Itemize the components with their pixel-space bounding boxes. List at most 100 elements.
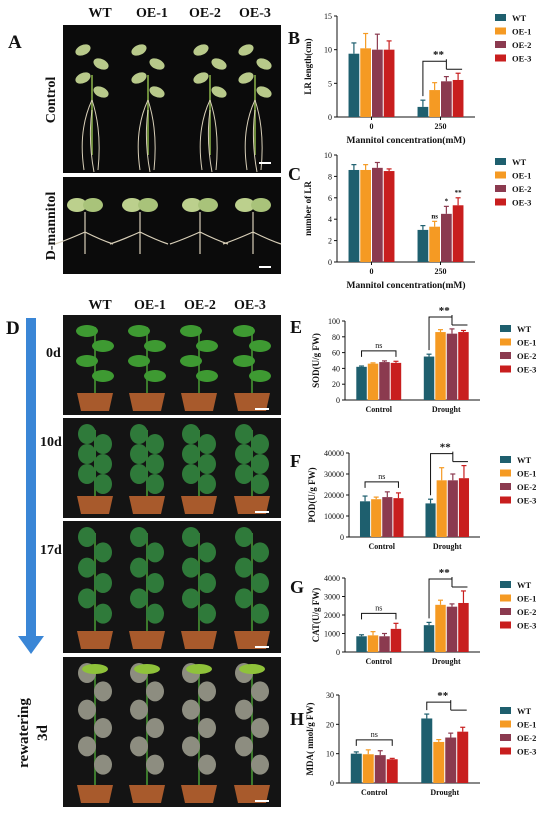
- legend-swatch: [500, 325, 511, 332]
- panel-label-C: C: [288, 164, 301, 184]
- significance-bracket: [430, 453, 453, 496]
- plant-leaf: [130, 557, 148, 578]
- bar: [371, 499, 382, 537]
- plant-leaf: [249, 370, 271, 382]
- leaf: [256, 86, 272, 98]
- y-tick-label: 15: [324, 12, 332, 21]
- plant-leaf: [94, 681, 112, 702]
- bar: [435, 604, 446, 652]
- x-tick-label: Drought: [432, 657, 461, 666]
- legend-swatch: [500, 594, 511, 602]
- bar: [367, 363, 379, 400]
- legend-swatch: [500, 469, 511, 477]
- leaf: [193, 44, 209, 56]
- bar: [417, 229, 429, 262]
- plant-leaf: [146, 474, 164, 494]
- plant-leaf: [198, 434, 216, 454]
- y-axis-label: SOD(U/g FW): [311, 333, 321, 388]
- bar: [421, 718, 433, 783]
- panel-label-B: B: [288, 28, 300, 48]
- flower-pot: [77, 785, 113, 803]
- plant-leaf: [251, 681, 269, 702]
- plant-leaf: [130, 699, 148, 720]
- bar: [386, 759, 398, 783]
- bar: [356, 366, 367, 400]
- chart-H: H 0 10 20 30 MDA( nmol/g FW) Control Drought ns *…: [290, 690, 536, 797]
- bar: [423, 356, 435, 400]
- bar: [458, 602, 469, 652]
- x-tick-label: Drought: [430, 788, 459, 797]
- leaf: [75, 44, 91, 56]
- y-tick-label: 2000: [324, 611, 340, 620]
- plant-leaf: [78, 444, 96, 464]
- legend-label: WT: [517, 324, 532, 334]
- legend-label: OE-2: [517, 733, 536, 743]
- y-tick-label: 0: [340, 533, 344, 542]
- legend-swatch: [500, 483, 511, 490]
- panel-label-E: E: [290, 317, 302, 337]
- rewatering-label: rewatering: [16, 698, 32, 768]
- bar: [362, 754, 374, 783]
- y-tick-label: 20: [332, 380, 340, 389]
- flower-pot: [234, 631, 270, 649]
- bar: [429, 226, 440, 262]
- legend-swatch: [495, 27, 506, 35]
- plant-leaf: [251, 434, 269, 454]
- legend-swatch: [500, 621, 511, 629]
- bar: [356, 636, 367, 652]
- legend-label: OE-2: [512, 184, 531, 194]
- bar: [447, 480, 458, 537]
- plant-leaf: [130, 424, 148, 444]
- significance-label: **: [433, 49, 445, 61]
- legend-label: WT: [512, 13, 527, 23]
- plant-leaf: [94, 603, 112, 624]
- y-tick-label: 100: [328, 317, 340, 326]
- bar: [348, 169, 360, 262]
- plant-leaf: [251, 754, 269, 775]
- leaf: [211, 58, 227, 70]
- significance-bracket: [361, 350, 397, 357]
- flower-pot: [181, 785, 217, 803]
- genotype-header: OE-3: [234, 298, 266, 313]
- plant-leaf: [94, 474, 112, 494]
- genotype-header: WT: [88, 298, 112, 313]
- scale-bar: [255, 646, 269, 648]
- genotype-header: OE-2: [184, 298, 216, 313]
- row-label-control: Control: [44, 77, 59, 124]
- bar: [436, 480, 447, 537]
- legend-label: OE-3: [512, 198, 531, 208]
- flower-pot: [129, 631, 165, 649]
- bar: [383, 49, 395, 117]
- legend-swatch: [495, 41, 506, 48]
- plant-leaf: [196, 370, 218, 382]
- plant-leaf: [78, 464, 96, 484]
- plant-leaf: [182, 527, 200, 547]
- bar: [417, 106, 429, 117]
- plant-leaf: [198, 603, 216, 624]
- plant-leaf: [78, 424, 96, 444]
- plant-leaf: [182, 557, 200, 578]
- plant-leaf: [94, 718, 112, 738]
- plant-leaf: [94, 434, 112, 454]
- x-tick-label: 0: [370, 267, 374, 276]
- bar: [425, 503, 436, 537]
- significance-bracket: [451, 576, 468, 588]
- leaf: [251, 198, 271, 212]
- significance-bracket: [426, 701, 451, 711]
- mannitol-photo: [63, 177, 281, 274]
- timepoint-label: 10d: [40, 435, 62, 450]
- new-leaves: [82, 664, 108, 674]
- plant-leaf: [94, 573, 112, 593]
- y-tick-label: 8: [328, 172, 332, 181]
- bar: [441, 81, 452, 117]
- legend-swatch: [495, 158, 506, 165]
- y-tick-label: 5: [328, 79, 332, 88]
- plant-leaf: [94, 542, 112, 563]
- flower-pot: [129, 393, 165, 411]
- leaf: [93, 86, 109, 98]
- flower-pot: [234, 393, 270, 411]
- plant-leaf: [233, 355, 255, 367]
- plant-leaf: [235, 424, 253, 444]
- flower-pot: [129, 785, 165, 803]
